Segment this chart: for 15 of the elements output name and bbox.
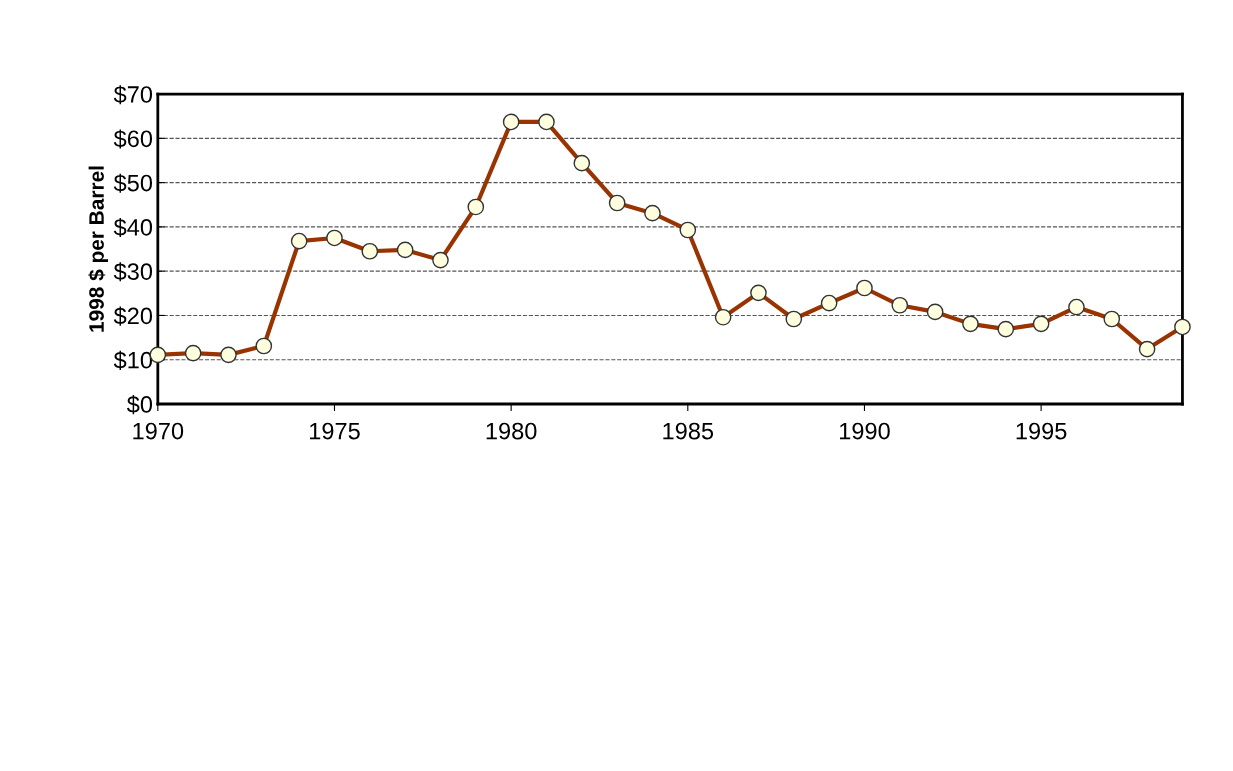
y-tick-label: $20 bbox=[113, 306, 153, 326]
x-tick-label: 1990 bbox=[840, 422, 890, 440]
x-tick-label: 1975 bbox=[310, 422, 360, 440]
x-tick-label: 1995 bbox=[1016, 422, 1067, 440]
x-tick-label: 1970 bbox=[133, 422, 184, 440]
x-tick-label: 1985 bbox=[663, 422, 714, 440]
y-tick-label: $0 bbox=[126, 395, 153, 415]
y-tick-label: $70 bbox=[113, 85, 153, 105]
y-tick-label: $50 bbox=[113, 173, 153, 193]
y-tick-label: $40 bbox=[113, 217, 153, 238]
x-tick-label: 1980 bbox=[486, 422, 537, 440]
y-axis-title: 1998 $ per Barrel bbox=[88, 166, 109, 332]
y-tick-label: $60 bbox=[113, 129, 153, 149]
y-tick-label: $30 bbox=[113, 262, 153, 282]
y-tick-label: $10 bbox=[113, 350, 153, 370]
